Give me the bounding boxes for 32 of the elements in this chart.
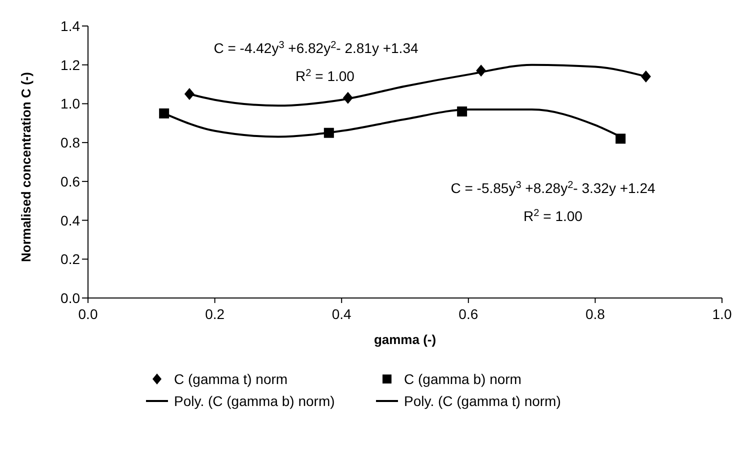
y-tick-label: 1.4 [60, 18, 80, 34]
point [184, 88, 194, 100]
y-tick-label: 0.6 [60, 173, 80, 190]
x-tick-label: 0.6 [458, 306, 478, 322]
y-tick-label: 0.0 [60, 290, 80, 306]
y-tick-label: 1.0 [60, 96, 80, 112]
point [457, 106, 468, 116]
x-tick-label: 0.4 [332, 306, 352, 322]
point [324, 128, 334, 138]
y-tick-label: 0.8 [60, 134, 80, 151]
y-tick-label: 1.2 [60, 56, 80, 73]
annotation: C = -5.85y$^{3}$ +8.28y$^{2}$- 3.32y +1.24 [450, 180, 656, 196]
point [616, 134, 626, 144]
y-tick-label: 0.4 [60, 212, 80, 228]
y-tick-label: 0.2 [60, 251, 80, 268]
annotation: R$^{2}$ = 1.00 [296, 68, 355, 84]
y-axis-title: Normalised concentration C (-) [18, 72, 34, 262]
x-tick-label: 0.0 [78, 306, 98, 322]
legend-label: C (gamma t) norm [174, 371, 288, 387]
x-tick-label: 0.2 [205, 306, 225, 322]
annotation: C = -4.42y$^{3}$ +6.82y$^{2}$- 2.81y +1.34 [214, 40, 418, 56]
legend-label: C (gamma b) norm [404, 371, 522, 387]
point [640, 70, 651, 83]
x-axis-title: gamma (-) [374, 332, 436, 347]
legend-label: Poly. (C (gamma b) norm) [174, 393, 335, 409]
annotation: R$^{2}$ = 1.00 [524, 208, 583, 224]
x-tick-label: 0.8 [585, 306, 606, 322]
point [159, 108, 170, 118]
point [342, 92, 353, 104]
point [476, 64, 486, 77]
legend-label: Poly. (C (gamma t) norm) [404, 393, 561, 409]
x-tick-label: 1.0 [712, 306, 732, 322]
